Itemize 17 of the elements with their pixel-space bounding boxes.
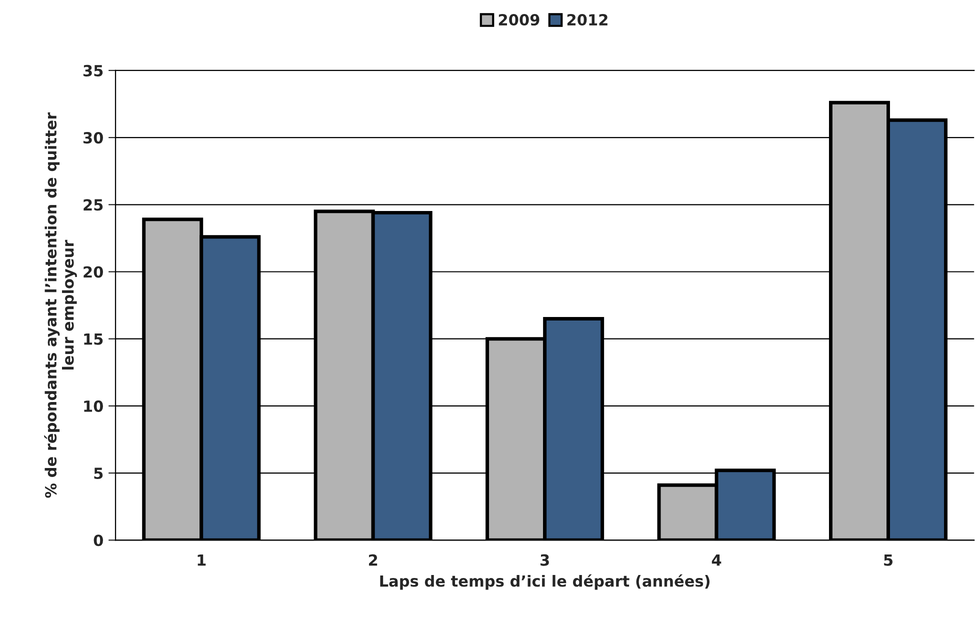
y-tick-label: 20 (84, 266, 103, 278)
legend-label: 2009 (498, 14, 540, 26)
x-axis-title: Laps de temps d’ici le départ (années) (380, 574, 710, 590)
y-tick-label: 25 (84, 199, 103, 211)
y-tick-label: 5 (94, 468, 103, 480)
x-tick-label: 5 (884, 554, 892, 566)
x-tick-label: 4 (712, 554, 722, 566)
y-tick-label: 10 (84, 400, 103, 412)
y-tick-label: 35 (83, 64, 103, 76)
y-axis-title: % de répondants ayant l’intention de quitter leur employeur (44, 112, 77, 498)
x-tick-label: 3 (540, 554, 549, 566)
x-tick-label: 2 (368, 554, 378, 566)
y-tick-label: 0 (94, 534, 103, 546)
x-tick-label: 1 (198, 554, 206, 566)
y-tick-label: 15 (84, 334, 103, 345)
legend-label: 2012 (567, 14, 608, 26)
y-tick-label: 30 (83, 132, 103, 144)
